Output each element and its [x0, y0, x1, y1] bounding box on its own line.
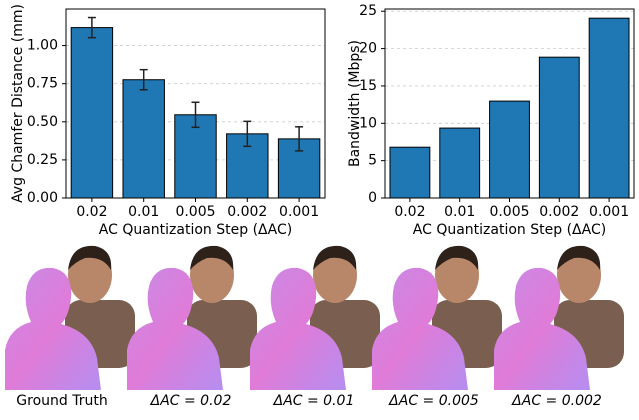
head	[435, 247, 479, 303]
image-row	[5, 245, 624, 390]
bar	[389, 146, 431, 199]
error-bar	[87, 16, 96, 39]
bar	[588, 17, 630, 199]
x-tick-label: 0.02	[394, 204, 425, 220]
axes-frame	[65, 8, 326, 199]
hair	[190, 245, 234, 270]
y-tick-label: 0.25	[27, 152, 58, 168]
y-tick-label: 0.50	[27, 114, 58, 130]
y-tick-label: 0	[368, 190, 377, 206]
y-tick-label: 0.00	[27, 190, 58, 206]
bar	[538, 56, 580, 199]
y-axis-label: Avg Chamfer Distance (mm)	[10, 4, 26, 203]
x-tick-label: 0.02	[76, 204, 107, 220]
bar	[174, 114, 217, 199]
hair	[313, 245, 357, 270]
body-mesh	[250, 267, 346, 390]
x-tick-label: 0.001	[589, 204, 629, 220]
image-caption: ΔAC = 0.002	[511, 393, 602, 409]
y-tick-label: 1.00	[27, 38, 58, 54]
image-panel	[372, 245, 502, 390]
x-axis-label: AC Quantization Step (ΔAC)	[99, 222, 292, 238]
hair	[68, 245, 112, 270]
y-axis-label: Bandwidth (Mbps)	[347, 40, 363, 167]
axes-frame	[384, 8, 635, 199]
body-mesh	[494, 267, 590, 390]
hair	[435, 245, 479, 270]
x-tick-label: 0.01	[444, 204, 475, 220]
image-panel	[127, 245, 257, 390]
bar	[122, 79, 165, 199]
image-panel	[250, 245, 380, 390]
bar	[489, 100, 530, 199]
error-bar	[295, 126, 304, 152]
error-bar	[139, 68, 148, 91]
image-panel	[494, 245, 624, 390]
image-caption: ΔAC = 0.01	[273, 393, 355, 409]
y-tick-label: 0.75	[27, 76, 58, 92]
head	[190, 247, 234, 303]
bar	[439, 127, 481, 199]
x-tick-label: 0.001	[279, 204, 319, 220]
x-tick-label: 0.01	[128, 204, 159, 220]
x-tick-label: 0.002	[539, 204, 579, 220]
bar	[70, 27, 114, 199]
head	[68, 247, 112, 303]
y-tick-label: 10	[359, 115, 377, 131]
image-panel	[5, 245, 135, 390]
head	[557, 247, 601, 303]
y-tick-label: 15	[359, 78, 377, 94]
head	[313, 247, 357, 303]
body-mesh	[372, 267, 468, 390]
body-mesh	[127, 267, 223, 390]
image-caption: Ground Truth	[16, 393, 107, 409]
y-tick-label: 25	[359, 3, 377, 19]
image-caption: ΔAC = 0.005	[388, 393, 479, 409]
x-tick-label: 0.005	[489, 204, 529, 220]
x-tick-label: 0.005	[175, 204, 215, 220]
x-axis-label: AC Quantization Step (ΔAC)	[413, 222, 606, 238]
image-caption: ΔAC = 0.02	[150, 393, 232, 409]
x-tick-label: 0.002	[227, 204, 267, 220]
body-mesh	[5, 267, 101, 390]
error-bar	[191, 101, 200, 129]
y-tick-label: 5	[368, 153, 377, 169]
y-tick-label: 20	[359, 41, 377, 57]
error-bar	[243, 120, 252, 148]
hair	[557, 245, 601, 270]
